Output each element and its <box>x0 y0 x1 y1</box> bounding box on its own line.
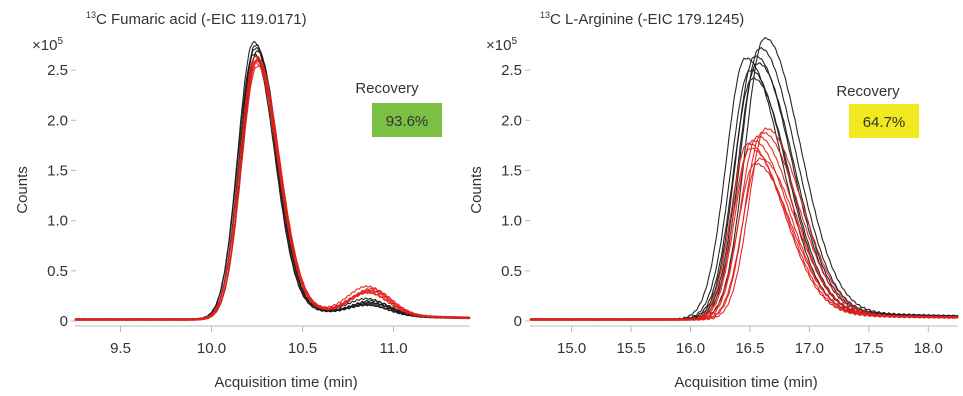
y-multiplier-exponent: 5 <box>57 36 63 47</box>
chromatogram-trace <box>74 65 470 321</box>
chromatogram-trace <box>529 36 959 321</box>
x-tick-label: 17.0 <box>795 340 824 357</box>
chart-title-text: C Fumaric acid (-EIC 119.0171) <box>96 11 307 28</box>
chart-panel-l-arginine: 13C L-Arginine (-EIC 179.1245) ×105 Coun… <box>468 10 959 391</box>
y-tick-label: 0 <box>60 313 68 330</box>
chart-title: 13C Fumaric acid (-EIC 119.0171) <box>86 10 307 28</box>
chart-title-superscript: 13 <box>86 10 96 20</box>
y-tick-label: 0.5 <box>47 263 68 280</box>
x-axis-label: Acquisition time (min) <box>674 374 817 391</box>
x-tick-label: 10.5 <box>288 340 317 357</box>
chart-title-superscript: 13 <box>540 10 550 20</box>
chromatogram-trace <box>529 139 959 321</box>
chromatogram-trace <box>74 62 471 321</box>
chromatogram-trace <box>529 142 959 321</box>
chart-title: 13C L-Arginine (-EIC 179.1245) <box>540 10 744 28</box>
chromatogram-trace <box>74 59 471 321</box>
y-tick-label: 1.0 <box>501 213 522 230</box>
y-tick-label: 0 <box>514 313 522 330</box>
x-tick-label: 15.0 <box>557 340 586 357</box>
x-axis-label: Acquisition time (min) <box>214 374 357 391</box>
x-tick-label: 18.0 <box>914 340 943 357</box>
x-tick-label: 15.5 <box>616 340 645 357</box>
y-tick-label: 1.5 <box>47 162 68 179</box>
y-multiplier-exponent: 5 <box>511 36 517 47</box>
y-multiplier-label: ×105 <box>486 36 517 54</box>
chart-title-text: C L-Arginine (-EIC 179.1245) <box>550 11 744 28</box>
recovery-badge <box>372 103 442 137</box>
y-tick-label: 2.5 <box>501 62 522 79</box>
recovery-value: 64.7% <box>863 114 906 131</box>
y-multiplier-label: ×105 <box>32 36 63 54</box>
y-tick-label: 2.0 <box>501 112 522 129</box>
x-tick-label: 17.5 <box>854 340 883 357</box>
recovery-value: 93.6% <box>386 113 429 130</box>
chromatogram-trace <box>530 147 959 321</box>
x-tick-label: 9.5 <box>110 340 131 357</box>
y-tick-label: 1.5 <box>501 162 522 179</box>
x-tick-label: 11.0 <box>380 340 408 357</box>
y-tick-label: 1.0 <box>47 213 68 230</box>
chromatogram-trace <box>74 60 471 322</box>
x-tick-label: 16.0 <box>676 340 705 357</box>
recovery-label: Recovery <box>355 80 419 97</box>
x-tick-label: 16.5 <box>735 340 764 357</box>
y-axis-label: Counts <box>14 166 31 214</box>
chart-panel-fumaric-acid: 13C Fumaric acid (-EIC 119.0171) ×105 Co… <box>14 10 471 391</box>
y-axis-label: Counts <box>468 166 485 214</box>
y-tick-label: 0.5 <box>501 263 522 280</box>
recovery-badge <box>849 104 919 138</box>
y-tick-label: 2.5 <box>47 62 68 79</box>
recovery-label: Recovery <box>836 83 900 100</box>
y-tick-label: 2.0 <box>47 112 68 129</box>
x-tick-label: 10.0 <box>197 340 226 357</box>
